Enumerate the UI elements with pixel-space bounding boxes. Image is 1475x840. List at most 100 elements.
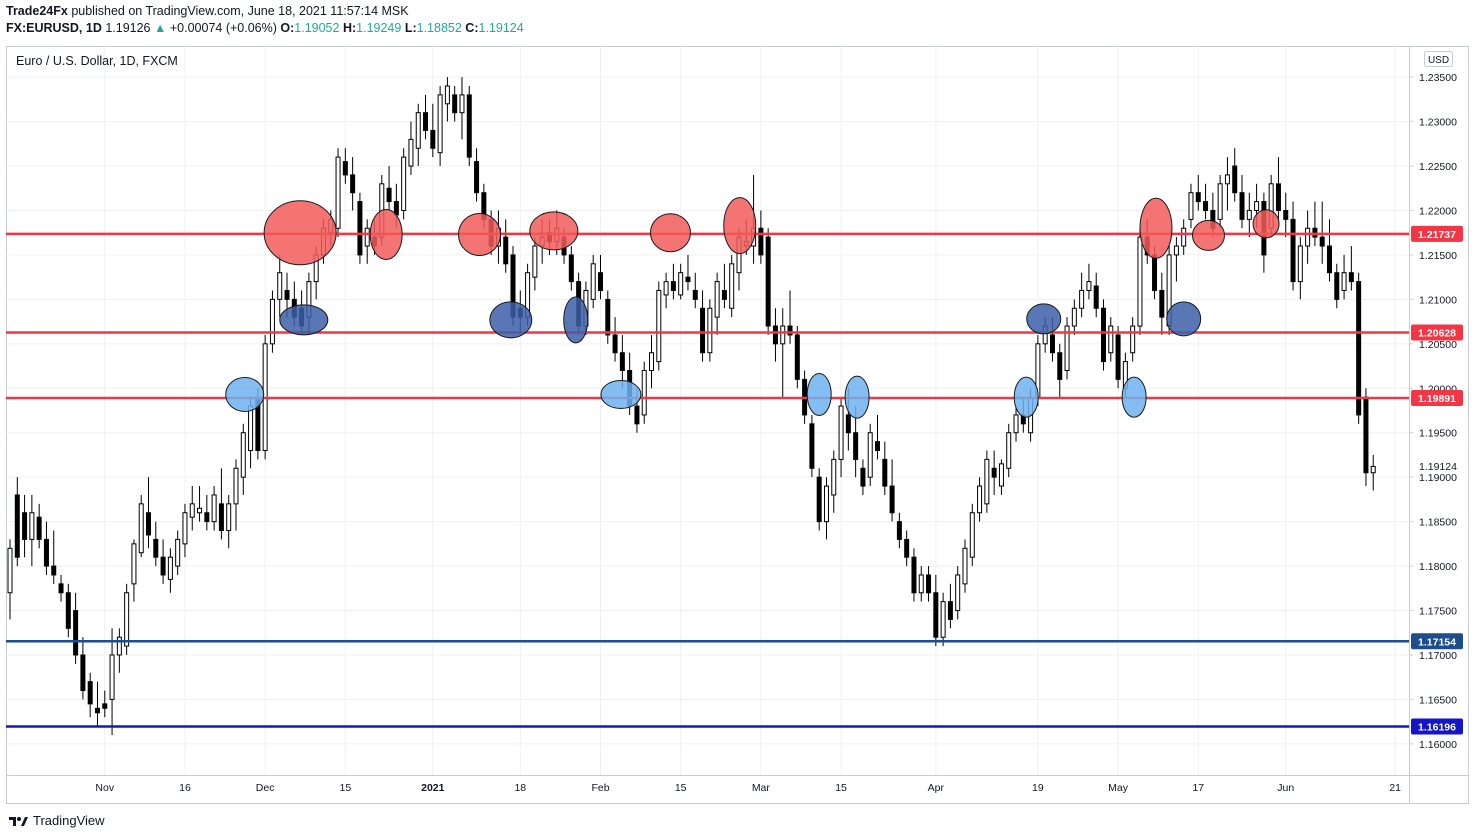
candle-bear (218, 503, 224, 532)
symbol-label: FX:EURUSD, 1D (6, 21, 102, 35)
price-axis[interactable]: 1.23500 1.23000 1.22500 1.22000 1.21500 1.210… (1409, 72, 1463, 751)
candle-bull (1224, 174, 1230, 185)
candle-bear (1232, 165, 1238, 194)
candle-bull (189, 503, 195, 518)
high-label: H: (342, 21, 357, 35)
price-tick-label: 1.20500 (1419, 339, 1457, 351)
candle-bear (816, 476, 822, 523)
time-tick-label: 15 (835, 782, 847, 794)
candle-bull (197, 507, 203, 514)
candle-bull (269, 298, 275, 345)
candle-bull (415, 112, 421, 149)
tradingview-logo-icon[interactable] (8, 814, 28, 828)
time-tick-label: 16 (179, 782, 191, 794)
candle-bear (1363, 396, 1369, 474)
candle-bull (678, 272, 684, 296)
candle-bear (423, 112, 429, 131)
price-tick-label: 1.21000 (1419, 294, 1457, 306)
candle-bear (1101, 307, 1106, 363)
candle-bull (109, 654, 115, 700)
candle-bear (911, 556, 917, 594)
candle-bull (1071, 307, 1077, 327)
candle-bear (160, 556, 166, 576)
level-price-label: 1.17154 (1418, 636, 1456, 648)
candle-bear (102, 703, 108, 709)
candle-bull (233, 467, 239, 505)
candle-bear (685, 276, 691, 283)
price-tick-label: 1.17000 (1419, 650, 1457, 662)
candle-bear (634, 405, 640, 425)
candle-bear (882, 458, 888, 487)
candle-bull (1254, 201, 1260, 211)
candle-bear (1319, 236, 1325, 247)
candle-bear (809, 423, 815, 469)
candle-bear (503, 236, 509, 265)
price-tick-label: 1.16000 (1419, 739, 1457, 751)
marker-dark-blue (563, 296, 589, 344)
price-tick-label: 1.18500 (1419, 517, 1457, 529)
annotation-markers (225, 197, 1280, 419)
candle-bull (955, 574, 961, 612)
candle-bull (167, 556, 173, 580)
price-tick-label: 1.16500 (1419, 694, 1457, 706)
time-axis[interactable]: Nov 16 Dec 15 2021 18 Feb 15 Mar 15 Apr 19 May 17 Jun 2… (95, 782, 1401, 794)
time-tick-label: Feb (591, 782, 609, 794)
candle-bull (29, 512, 35, 540)
candle-bull (1086, 281, 1092, 291)
candle-bull (590, 263, 596, 300)
marker-light-blue (1013, 376, 1039, 418)
candle-bull (641, 369, 647, 416)
candle-bull (211, 494, 217, 523)
price-tick-label: 1.23500 (1419, 72, 1457, 84)
candle-bear (36, 516, 42, 540)
price-tick-label: 1.22000 (1419, 205, 1457, 217)
candles (7, 77, 1376, 735)
open-value: 1.19052 (294, 21, 340, 35)
candle-bull (226, 503, 232, 532)
marker-red (723, 197, 757, 255)
candle-bull (1108, 325, 1114, 354)
level-price-label: 1.16196 (1418, 721, 1456, 733)
candle-bear (1283, 209, 1289, 220)
candle-bull (408, 138, 414, 167)
candle-bear (73, 610, 79, 656)
time-tick-label: Nov (95, 782, 114, 794)
marker-red (457, 212, 501, 256)
candle-bear (1057, 352, 1063, 380)
last-price-badge (1411, 458, 1463, 475)
time-tick-label: 21 (1389, 782, 1401, 794)
publisher-name[interactable]: Trade24Fx (6, 4, 68, 18)
marker-light-blue (844, 375, 870, 419)
candle-bull (977, 485, 983, 514)
candle-bear (153, 538, 159, 558)
time-tick-label: May (1108, 782, 1129, 794)
candle-bear (452, 94, 458, 114)
time-tick-label: 18 (514, 782, 526, 794)
candle-bull (714, 281, 720, 318)
candle-bear (430, 129, 436, 149)
price-tick-label: 1.17500 (1419, 606, 1457, 618)
price-tick-label: 1.18000 (1419, 561, 1457, 573)
candle-bull (969, 512, 975, 558)
level-price-label: 1.21737 (1418, 229, 1456, 241)
grid-lines (6, 46, 1409, 775)
marker-light-blue (225, 376, 265, 412)
candle-bull (940, 601, 946, 638)
candle-bull (240, 432, 246, 478)
candle-bull (1305, 227, 1311, 247)
price-change: +0.00074 (+0.06%) (169, 21, 277, 35)
candle-bull (1079, 289, 1085, 309)
candle-bear (947, 601, 953, 620)
candle-bull (984, 458, 990, 505)
candle-bull (182, 512, 188, 545)
candle-bear (853, 432, 859, 460)
candle-bear (794, 334, 800, 380)
marker-red (1191, 219, 1225, 251)
candle-bull (1064, 325, 1070, 371)
candle-bull (962, 547, 968, 585)
currency-badge[interactable] (1424, 51, 1453, 67)
time-tick-label: 15 (339, 782, 351, 794)
footer-brand[interactable]: TradingView (33, 813, 105, 828)
candle-bear (700, 307, 706, 354)
